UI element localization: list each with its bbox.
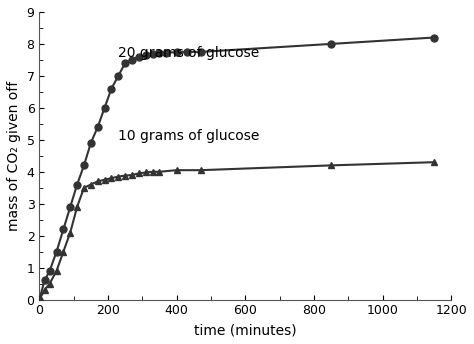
Text: 20 grams of glucose: 20 grams of glucose [118, 46, 260, 60]
Y-axis label: mass of CO₂ given off: mass of CO₂ given off [7, 80, 21, 231]
X-axis label: time (minutes): time (minutes) [194, 323, 297, 337]
Text: 10 grams of glucose: 10 grams of glucose [118, 129, 260, 143]
